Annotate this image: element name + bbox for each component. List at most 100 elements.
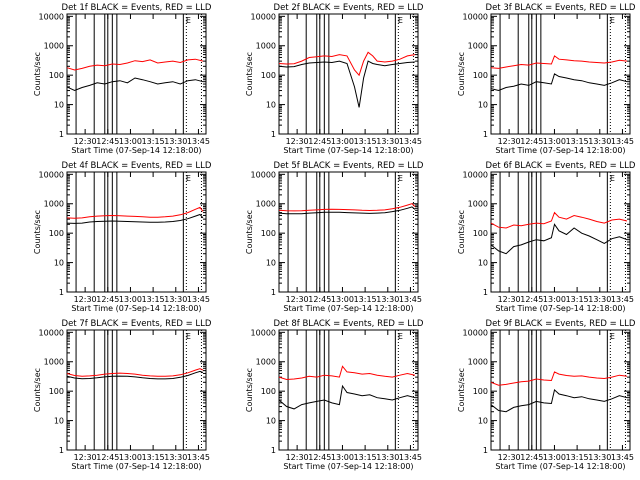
series-line-red <box>490 55 628 69</box>
series-line-black <box>66 370 204 380</box>
x-tick-label: 13:15 <box>142 453 165 462</box>
x-axis-label: Start Time (07-Sep-14 12:18:00) <box>71 146 201 155</box>
x-tick-label: 12:30 <box>498 453 521 462</box>
series-line-red <box>66 206 204 219</box>
y-tick-label: 10 <box>54 101 64 110</box>
y-axis-label: Counts/sec <box>245 52 254 96</box>
x-tick-label: 12:45 <box>308 295 331 304</box>
x-tick-label: 12:45 <box>96 295 119 304</box>
y-tick-label: 1000 <box>44 200 64 209</box>
panel-det-1: Det 1f BLACK = Events, RED = LLD 1 10 100 10… <box>33 3 212 155</box>
plot-frame <box>66 13 207 135</box>
y-tick-label: 10000 <box>39 12 64 21</box>
plot-frame <box>278 13 419 135</box>
panel-title: Det 8f BLACK = Events, RED = LLD <box>274 319 424 329</box>
y-tick-label: 100 <box>473 71 488 80</box>
x-tick-label: 13:45 <box>399 453 422 462</box>
x-tick-label: 12:45 <box>520 295 543 304</box>
y-tick-label: 10000 <box>463 12 488 21</box>
x-tick-label: 13:00 <box>331 137 354 146</box>
x-tick-label: 12:45 <box>520 137 543 146</box>
x-axis-label: Start Time (07-Sep-14 12:18:00) <box>283 304 413 313</box>
panel-title: Det 7f BLACK = Events, RED = LLD <box>62 319 212 329</box>
series-line-red <box>66 58 204 71</box>
x-tick-label: 12:30 <box>74 137 97 146</box>
annotation-label: E <box>610 16 615 25</box>
x-tick-label: 13:45 <box>187 137 210 146</box>
series-line-black <box>66 213 204 224</box>
y-tick-label: 10000 <box>39 328 64 337</box>
panel-title: Det 2f BLACK = Events, RED = LLD <box>274 3 424 13</box>
y-tick-label: 1000 <box>468 200 488 209</box>
x-axis-label: Start Time (07-Sep-14 12:18:00) <box>71 304 201 313</box>
panel-det-4: Det 4f BLACK = Events, RED = LLD 1 10 100 10… <box>33 161 212 313</box>
y-tick-label: 1000 <box>256 42 276 51</box>
y-tick-label: 10 <box>266 417 276 426</box>
y-tick-label: 100 <box>473 387 488 396</box>
x-tick-label: 13:30 <box>376 137 399 146</box>
y-tick-label: 1000 <box>468 358 488 367</box>
y-tick-label: 10 <box>478 417 488 426</box>
x-tick-label: 13:45 <box>611 295 634 304</box>
series-line-red <box>490 371 628 386</box>
y-tick-label: 10000 <box>463 170 488 179</box>
x-tick-label: 12:30 <box>286 137 309 146</box>
series-line-black <box>66 77 204 92</box>
y-tick-label: 1 <box>271 130 276 139</box>
series-line-black <box>490 223 628 255</box>
panel-det-5: Det 5f BLACK = Events, RED = LLD 1 10 100 10… <box>245 161 424 313</box>
annotation-label: E <box>398 332 403 341</box>
y-tick-label: 10 <box>266 259 276 268</box>
annotation-label: E <box>186 174 191 183</box>
panel-det-7: Det 7f BLACK = Events, RED = LLD 1 10 100 10… <box>33 319 212 471</box>
y-tick-label: 10 <box>478 259 488 268</box>
y-tick-label: 10000 <box>251 328 276 337</box>
x-tick-label: 13:45 <box>187 295 210 304</box>
x-axis-label: Start Time (07-Sep-14 12:18:00) <box>495 304 625 313</box>
x-tick-label: 12:45 <box>96 137 119 146</box>
x-tick-label: 13:30 <box>376 295 399 304</box>
y-tick-label: 10000 <box>251 170 276 179</box>
x-tick-label: 12:30 <box>498 137 521 146</box>
plot-frame <box>278 329 419 451</box>
x-tick-label: 13:00 <box>543 137 566 146</box>
series-line-black <box>278 60 416 108</box>
x-tick-label: 13:30 <box>588 453 611 462</box>
annotation-label: E <box>610 332 615 341</box>
series-line-red <box>278 203 416 212</box>
x-tick-label: 12:30 <box>286 453 309 462</box>
y-tick-label: 100 <box>49 71 64 80</box>
y-tick-label: 1000 <box>256 200 276 209</box>
y-axis-label: Counts/sec <box>457 210 466 254</box>
x-tick-label: 13:15 <box>566 295 589 304</box>
x-tick-label: 13:15 <box>142 295 165 304</box>
x-tick-label: 13:15 <box>354 453 377 462</box>
x-tick-label: 13:00 <box>119 137 142 146</box>
panel-title: Det 9f BLACK = Events, RED = LLD <box>486 319 636 329</box>
annotation-label: E <box>186 16 191 25</box>
x-tick-label: 13:15 <box>142 137 165 146</box>
series-line-black <box>278 206 416 215</box>
y-tick-label: 10 <box>54 259 64 268</box>
x-tick-label: 13:45 <box>399 137 422 146</box>
y-tick-label: 1 <box>59 446 64 455</box>
y-tick-label: 1000 <box>44 42 64 51</box>
y-tick-label: 1 <box>271 446 276 455</box>
y-tick-label: 1000 <box>256 358 276 367</box>
y-tick-label: 1 <box>483 446 488 455</box>
panel-title: Det 5f BLACK = Events, RED = LLD <box>274 161 424 171</box>
y-tick-label: 100 <box>261 387 276 396</box>
series-line-black <box>490 73 628 92</box>
y-tick-label: 1000 <box>44 358 64 367</box>
y-tick-label: 1 <box>483 130 488 139</box>
y-axis-label: Counts/sec <box>33 210 42 254</box>
y-tick-label: 10 <box>478 101 488 110</box>
x-tick-label: 12:45 <box>96 453 119 462</box>
y-tick-label: 10000 <box>251 12 276 21</box>
annotation-label: E <box>610 174 615 183</box>
x-tick-label: 13:30 <box>376 453 399 462</box>
plot-frame <box>66 171 207 293</box>
x-tick-label: 12:45 <box>308 453 331 462</box>
x-tick-label: 13:30 <box>588 137 611 146</box>
y-tick-label: 100 <box>49 229 64 238</box>
